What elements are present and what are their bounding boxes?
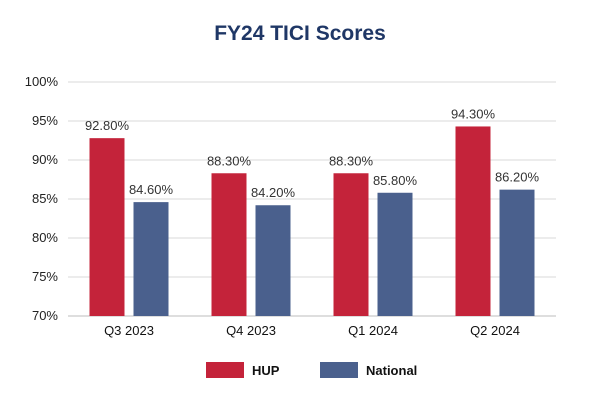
x-tick-label: Q1 2024 <box>348 323 398 338</box>
bar-data-label: 86.20% <box>495 170 540 185</box>
y-tick-label: 90% <box>32 152 58 167</box>
bar-national-q1-2024 <box>377 192 413 316</box>
bar-national-q2-2024 <box>499 189 535 316</box>
y-tick-label: 75% <box>32 269 58 284</box>
bar-hup-q3-2023 <box>89 138 125 316</box>
bar-data-label: 88.30% <box>329 153 374 168</box>
bar-hup-q1-2024 <box>333 173 369 316</box>
bar-national-q4-2023 <box>255 205 291 316</box>
bar-data-label: 94.30% <box>451 106 496 121</box>
legend: HUP National <box>206 362 417 378</box>
legend-label-hup: HUP <box>252 363 280 378</box>
bar-data-label: 84.20% <box>251 185 296 200</box>
chart-title: FY24 TICI Scores <box>214 22 386 45</box>
bar-data-labels: 92.80% 84.60% 88.30% 84.20% 88.30% 85.80% 94.3… <box>85 106 540 200</box>
legend-swatch-national <box>320 362 358 378</box>
y-tick-label: 70% <box>32 308 58 323</box>
y-tick-label: 85% <box>32 191 58 206</box>
x-tick-label: Q3 2023 <box>104 323 154 338</box>
bar-hup-q2-2024 <box>455 126 491 317</box>
y-axis-ticks: 70% 75% 80% 85% 90% 95% 100% <box>25 74 59 323</box>
x-axis-ticks: Q3 2023 Q4 2023 Q1 2024 Q2 2024 <box>104 323 520 338</box>
x-tick-label: Q4 2023 <box>226 323 276 338</box>
bar-data-label: 88.30% <box>207 153 252 168</box>
bar-hup-q4-2023 <box>211 173 247 316</box>
bars <box>89 126 535 317</box>
bar-data-label: 92.80% <box>85 118 130 133</box>
bar-data-label: 85.80% <box>373 173 418 188</box>
legend-label-national: National <box>366 363 417 378</box>
y-tick-label: 100% <box>25 74 59 89</box>
x-tick-label: Q2 2024 <box>470 323 520 338</box>
y-tick-label: 95% <box>32 113 58 128</box>
bar-data-label: 84.60% <box>129 182 174 197</box>
y-tick-label: 80% <box>32 230 58 245</box>
legend-swatch-hup <box>206 362 244 378</box>
bar-national-q3-2023 <box>133 202 169 316</box>
